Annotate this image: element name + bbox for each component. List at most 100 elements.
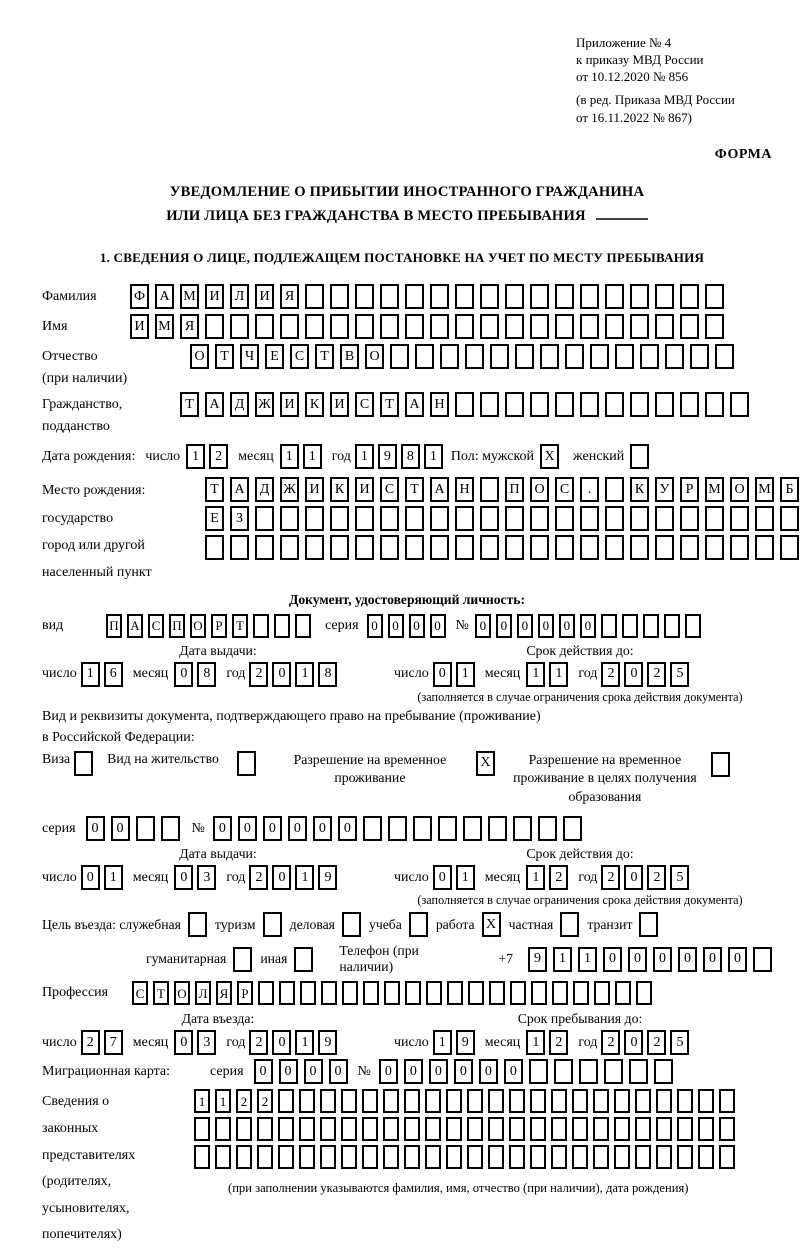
char-box[interactable]: [635, 1145, 651, 1170]
study-checkbox[interactable]: [408, 912, 428, 938]
char-box[interactable]: П: [169, 613, 185, 638]
other-checkbox[interactable]: [294, 946, 314, 972]
char-box[interactable]: [205, 535, 224, 561]
char-box[interactable]: 1: [194, 1089, 210, 1114]
char-box[interactable]: [320, 1145, 336, 1170]
char-box[interactable]: 2: [249, 865, 269, 891]
char-box[interactable]: 1: [578, 946, 597, 972]
char-box[interactable]: Я: [280, 284, 299, 310]
char-box[interactable]: [490, 344, 509, 370]
residence-permit-checkbox[interactable]: [236, 750, 256, 776]
char-box[interactable]: Е: [205, 506, 224, 532]
char-box[interactable]: 9: [377, 444, 397, 470]
char-box[interactable]: К: [630, 477, 649, 503]
char-box[interactable]: [278, 1145, 294, 1170]
char-box[interactable]: 2: [549, 1030, 569, 1056]
char-box[interactable]: [330, 506, 349, 532]
official-checkbox[interactable]: [187, 912, 207, 938]
char-box[interactable]: 0: [303, 1059, 323, 1085]
char-box[interactable]: З: [230, 506, 249, 532]
char-box[interactable]: И: [330, 392, 349, 418]
char-box[interactable]: [719, 1117, 735, 1142]
char-box[interactable]: [655, 314, 674, 340]
char-box[interactable]: [280, 314, 299, 340]
char-box[interactable]: [440, 344, 459, 370]
char-box[interactable]: [719, 1145, 735, 1170]
char-box[interactable]: [300, 981, 316, 1006]
purpose-official-checkbox[interactable]: [187, 912, 207, 938]
char-box[interactable]: [698, 1145, 714, 1170]
sex-male-checkbox[interactable]: X: [540, 444, 560, 470]
char-box[interactable]: [342, 981, 358, 1006]
char-box[interactable]: М: [755, 477, 774, 503]
char-box[interactable]: [730, 535, 749, 561]
char-box[interactable]: [274, 613, 290, 638]
char-box[interactable]: 0: [237, 816, 257, 842]
char-box[interactable]: [355, 506, 374, 532]
char-box[interactable]: [537, 816, 557, 842]
char-box[interactable]: [280, 535, 299, 561]
char-box[interactable]: 0: [80, 865, 100, 891]
char-box[interactable]: [455, 506, 474, 532]
char-box[interactable]: [430, 314, 449, 340]
char-box[interactable]: М: [180, 284, 199, 310]
char-box[interactable]: [509, 1145, 525, 1170]
char-box[interactable]: [194, 1117, 210, 1142]
char-box[interactable]: Т: [232, 613, 248, 638]
char-box[interactable]: [383, 1089, 399, 1114]
char-box[interactable]: 0: [366, 613, 383, 638]
char-box[interactable]: С: [132, 981, 148, 1006]
char-box[interactable]: Т: [380, 392, 399, 418]
char-box[interactable]: [320, 1089, 336, 1114]
char-box[interactable]: [615, 344, 634, 370]
sex-female-checkbox[interactable]: [630, 444, 650, 470]
char-box[interactable]: [655, 392, 674, 418]
char-box[interactable]: [215, 1117, 231, 1142]
char-box[interactable]: [321, 981, 337, 1006]
char-box[interactable]: [515, 344, 534, 370]
char-box[interactable]: [305, 314, 324, 340]
char-box[interactable]: [462, 816, 482, 842]
char-box[interactable]: 1: [295, 1030, 315, 1056]
char-box[interactable]: [404, 1089, 420, 1114]
char-box[interactable]: [572, 1117, 588, 1142]
char-box[interactable]: Т: [215, 344, 234, 370]
char-box[interactable]: 2: [601, 865, 621, 891]
char-box[interactable]: [480, 314, 499, 340]
char-box[interactable]: О: [190, 613, 206, 638]
char-box[interactable]: [656, 1145, 672, 1170]
business-checkbox[interactable]: [341, 912, 361, 938]
visa-checkbox[interactable]: [74, 750, 94, 776]
char-box[interactable]: [530, 1117, 546, 1142]
char-box[interactable]: [593, 1117, 609, 1142]
char-box[interactable]: [705, 392, 724, 418]
char-box[interactable]: [505, 506, 524, 532]
char-box[interactable]: [753, 946, 772, 972]
char-box[interactable]: [603, 1059, 623, 1085]
char-box[interactable]: [405, 535, 424, 561]
char-box[interactable]: [630, 392, 649, 418]
char-box[interactable]: Ж: [255, 392, 274, 418]
char-box[interactable]: [510, 981, 526, 1006]
purpose-work-checkbox[interactable]: X: [481, 912, 501, 938]
char-box[interactable]: [705, 284, 724, 310]
char-box[interactable]: 2: [209, 444, 229, 470]
char-box[interactable]: Я: [216, 981, 232, 1006]
char-box[interactable]: 1: [553, 946, 572, 972]
char-box[interactable]: [425, 1145, 441, 1170]
char-box[interactable]: О: [730, 477, 749, 503]
char-box[interactable]: [698, 1117, 714, 1142]
char-box[interactable]: [680, 392, 699, 418]
char-box[interactable]: [530, 506, 549, 532]
char-box[interactable]: [635, 1117, 651, 1142]
char-box[interactable]: [236, 1145, 252, 1170]
char-box[interactable]: [455, 314, 474, 340]
char-box[interactable]: 0: [503, 1059, 523, 1085]
char-box[interactable]: 0: [474, 613, 491, 638]
